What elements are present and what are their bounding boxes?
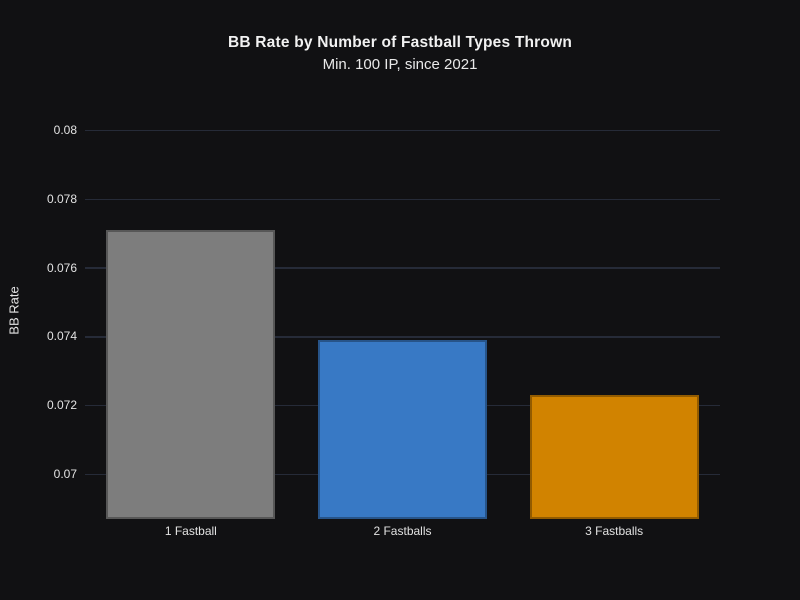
plot-area [85, 110, 720, 519]
chart-title: BB Rate by Number of Fastball Types Thro… [228, 34, 572, 51]
bar-1-fastball [106, 230, 276, 519]
y-tick-label: 0.074 [46, 329, 77, 344]
bar-2-fastballs [317, 340, 488, 519]
y-tick-label: 0.072 [46, 398, 77, 413]
gridline [85, 267, 720, 269]
x-tick-label: 1 Fastball [164, 524, 217, 538]
y-tick-label: 0.08 [53, 123, 77, 138]
bar-3-fastballs [529, 395, 699, 519]
x-tick-label: 2 Fastballs [373, 524, 432, 538]
y-tick-label: 0.07 [53, 466, 77, 481]
chart-subtitle: Min. 100 IP, since 2021 [322, 56, 478, 73]
gridline [85, 198, 720, 201]
gridline [85, 129, 720, 132]
y-tick-label: 0.078 [46, 191, 77, 206]
gridline [85, 336, 720, 338]
y-tick-label: 0.076 [46, 260, 77, 275]
x-tick-label: 3 Fastballs [585, 524, 644, 538]
